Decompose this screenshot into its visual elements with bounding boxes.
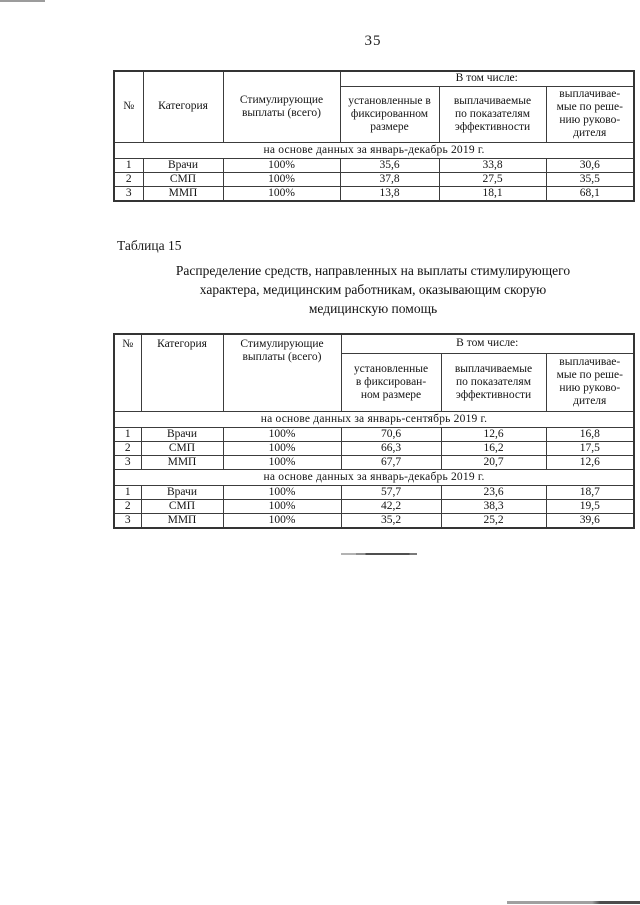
cell-category: ММП — [142, 185, 224, 201]
cell-performance: 20,7 — [440, 454, 547, 470]
cell-total: 100% — [222, 157, 341, 173]
cell-total: 100% — [222, 484, 342, 500]
table-row: 1 Врачи 100% 70,6 12,6 16,8 — [113, 426, 635, 442]
table-header-row: № Категория Стимулирующие выплаты (всего… — [113, 70, 635, 143]
cell-head-decision: 12,6 — [545, 454, 635, 470]
cell-fixed: 57,7 — [340, 484, 442, 500]
cell-category: СМП — [140, 498, 224, 514]
cell-fixed: 70,6 — [340, 426, 442, 442]
col-header-category: Категория — [142, 70, 224, 143]
table-row: 3 ММП 100% 35,2 25,2 39,6 — [113, 512, 635, 528]
table-15-emergency-care: № Категория Стимулирующие выплаты (всего… — [113, 333, 636, 529]
period-band: на основе данных за январь-декабрь 2019 … — [113, 141, 635, 159]
col-header-head-decision: выплачивае- мые по реше- нию руково- дит… — [545, 85, 635, 143]
cell-performance: 16,2 — [440, 440, 547, 456]
cell-total: 100% — [222, 426, 342, 442]
cell-performance: 33,8 — [438, 157, 547, 173]
table-subheader-row: установленные в фиксированном размере вы… — [114, 85, 635, 143]
col-header-performance: выплачиваемые по показателям эффективнос… — [438, 85, 547, 143]
cell-performance: 12,6 — [440, 426, 547, 442]
cell-category: ММП — [140, 512, 224, 528]
cell-no: 2 — [113, 440, 142, 456]
cell-total: 100% — [222, 498, 342, 514]
col-header-fixed: установленные в фиксирован- ном размере — [340, 352, 442, 412]
cell-no: 1 — [113, 426, 142, 442]
cell-total: 100% — [222, 454, 342, 470]
period-band-row: на основе данных за январь-сентябрь 2019… — [113, 410, 635, 428]
cell-no: 2 — [113, 498, 142, 514]
table-row: 3 ММП 100% 67,7 20,7 12,6 — [113, 454, 635, 470]
cell-fixed: 37,8 — [339, 171, 440, 187]
col-header-fixed: установленные в фиксированном размере — [339, 85, 440, 143]
table-row: 3 ММП 100% 13,8 18,1 68,1 — [113, 185, 635, 201]
period-band: на основе данных за январь-декабрь 2019 … — [113, 468, 635, 486]
cell-category: Врачи — [140, 484, 224, 500]
table-row: 1 Врачи 100% 35,6 33,8 30,6 — [113, 157, 635, 173]
table-subheader-row: установленные в фиксирован- ном размере … — [114, 352, 635, 412]
cell-head-decision: 19,5 — [545, 498, 635, 514]
cell-performance: 27,5 — [438, 171, 547, 187]
cell-performance: 23,6 — [440, 484, 547, 500]
col-header-stim-total: Стимулирующие выплаты (всего) — [222, 333, 342, 412]
col-header-no: № — [113, 70, 144, 143]
period-band-row: на основе данных за январь-декабрь 2019 … — [113, 141, 635, 159]
cell-total: 100% — [222, 185, 341, 201]
cell-total: 100% — [222, 171, 341, 187]
cell-no: 3 — [113, 185, 144, 201]
cell-no: 3 — [113, 512, 142, 528]
cell-fixed: 13,8 — [339, 185, 440, 201]
cell-fixed: 35,2 — [340, 512, 442, 528]
table-title: Распределение средств, направленных на в… — [175, 263, 571, 316]
cell-head-decision: 68,1 — [545, 185, 635, 201]
cell-category: Врачи — [140, 426, 224, 442]
cell-performance: 18,1 — [438, 185, 547, 201]
col-header-category: Категория — [140, 333, 224, 412]
col-header-head-decision: выплачивае- мые по реше- нию руково- дит… — [545, 352, 635, 412]
cell-no: 1 — [113, 484, 142, 500]
page-number: 35 — [364, 33, 382, 49]
cell-head-decision: 16,8 — [545, 426, 635, 442]
cell-head-decision: 30,6 — [545, 157, 635, 173]
cell-head-decision: 35,5 — [545, 171, 635, 187]
table-caption-label: Таблица 15 — [117, 238, 182, 253]
table-row: 2 СМП 100% 42,2 38,3 19,5 — [113, 498, 635, 514]
cell-head-decision: 39,6 — [545, 512, 635, 528]
col-header-no: № — [113, 333, 142, 412]
cell-performance: 38,3 — [440, 498, 547, 514]
cell-fixed: 42,2 — [340, 498, 442, 514]
col-header-stim-total: Стимулирующие выплаты (всего) — [222, 70, 341, 143]
cell-category: СМП — [142, 171, 224, 187]
cell-no: 3 — [113, 454, 142, 470]
period-band: на основе данных за январь-сентябрь 2019… — [113, 410, 635, 428]
period-band-row: на основе данных за январь-декабрь 2019 … — [113, 468, 635, 486]
table-row: 1 Врачи 100% 57,7 23,6 18,7 — [113, 484, 635, 500]
cell-total: 100% — [222, 440, 342, 456]
col-header-group: В том числе: — [339, 70, 635, 87]
col-header-performance: выплачиваемые по показателям эффективнос… — [440, 352, 547, 412]
cell-fixed: 67,7 — [340, 454, 442, 470]
cell-total: 100% — [222, 512, 342, 528]
table-stimulus-payments-continued: № Категория Стимулирующие выплаты (всего… — [113, 70, 636, 202]
cell-category: СМП — [140, 440, 224, 456]
cell-fixed: 35,6 — [339, 157, 440, 173]
scan-artifact-bottom-right — [507, 901, 640, 904]
scan-artifact-divider-line — [341, 553, 417, 555]
table-header-row: № Категория Стимулирующие выплаты (всего… — [113, 333, 635, 412]
cell-no: 1 — [113, 157, 144, 173]
cell-no: 2 — [113, 171, 144, 187]
cell-fixed: 66,3 — [340, 440, 442, 456]
cell-category: Врачи — [142, 157, 224, 173]
table-row: 2 СМП 100% 37,8 27,5 35,5 — [113, 171, 635, 187]
cell-head-decision: 17,5 — [545, 440, 635, 456]
col-header-group: В том числе: — [340, 333, 635, 354]
table-row: 2 СМП 100% 66,3 16,2 17,5 — [113, 440, 635, 456]
cell-head-decision: 18,7 — [545, 484, 635, 500]
cell-category: ММП — [140, 454, 224, 470]
cell-performance: 25,2 — [440, 512, 547, 528]
scan-artifact-top-left — [0, 0, 45, 2]
